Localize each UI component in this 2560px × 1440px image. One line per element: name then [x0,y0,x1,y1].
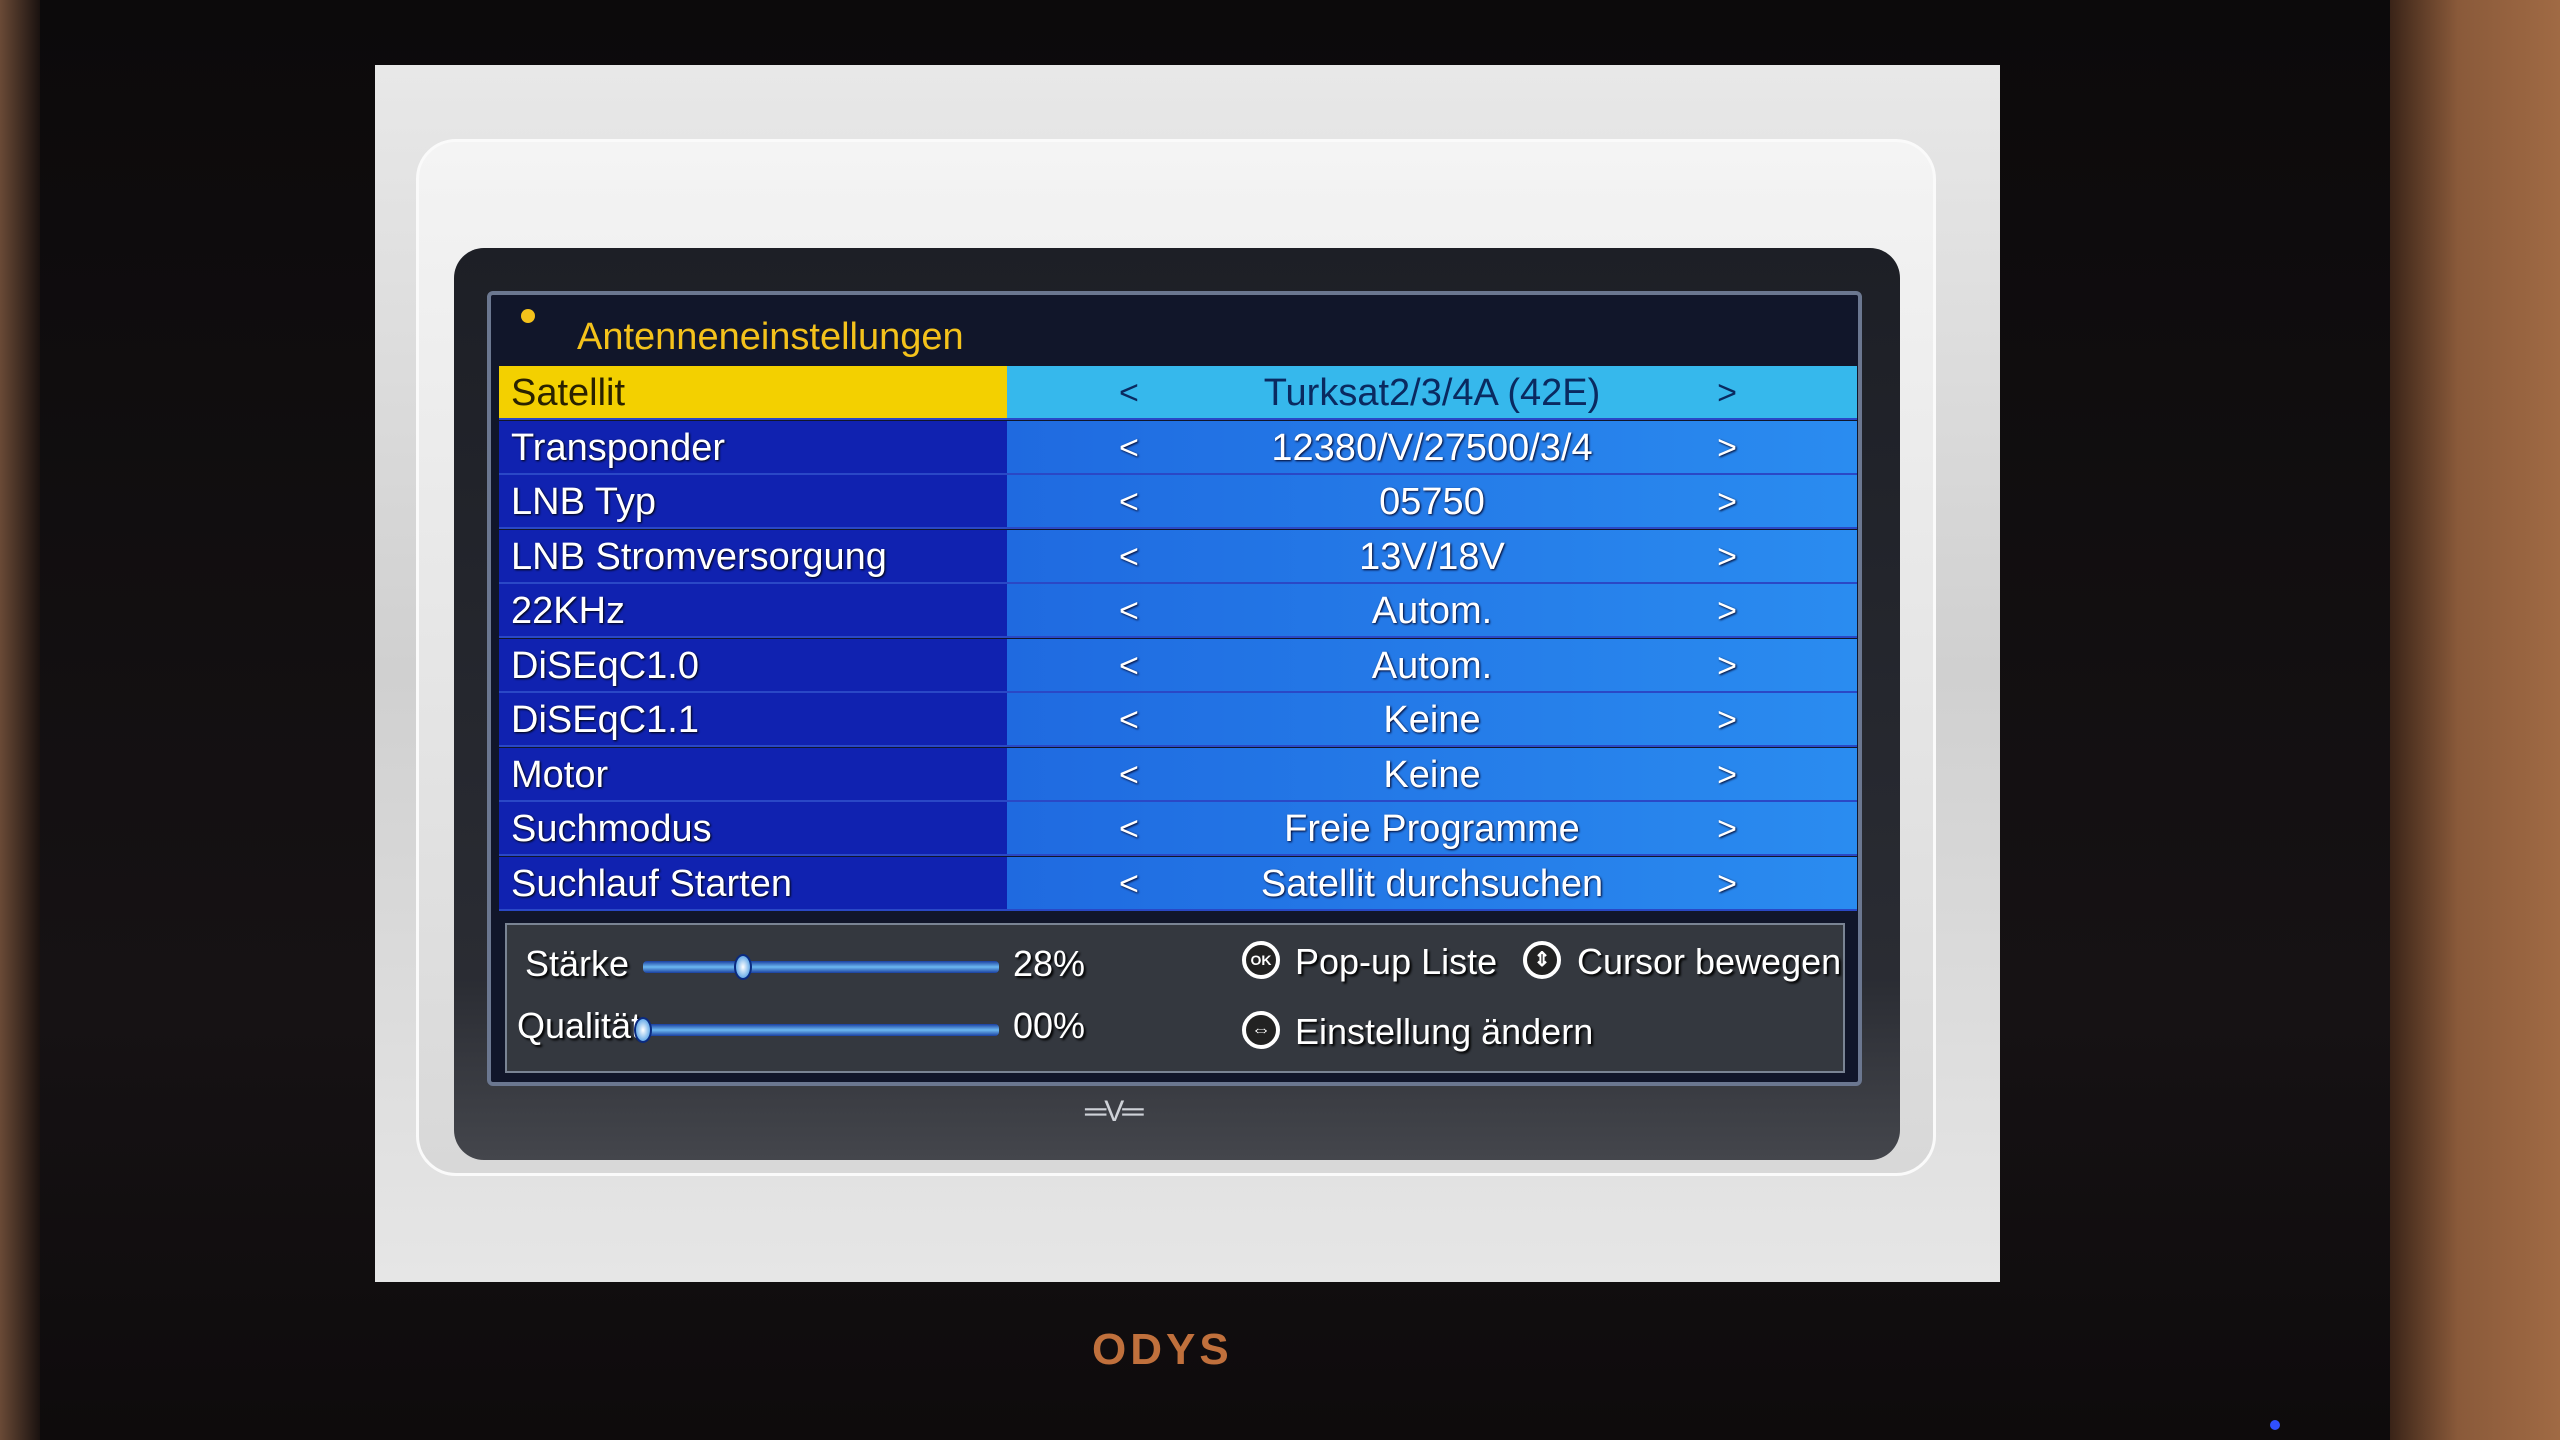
ok-button-icon: OK [1242,941,1280,979]
arrow-left-icon[interactable]: < [1119,646,1139,685]
arrow-left-icon[interactable]: < [1119,374,1139,412]
arrow-left-icon[interactable]: < [1119,428,1139,467]
arrow-right-icon[interactable]: > [1717,374,1737,412]
help-change-setting: Einstellung ändern [1295,1011,1594,1052]
row-value-text: Satellit durchsuchen [1260,862,1604,905]
quality-knob [634,1017,652,1043]
up-down-arrows-icon: ⇕ [1523,941,1561,979]
arrow-left-icon[interactable]: < [1119,592,1139,630]
arrow-left-icon[interactable]: < [1119,864,1139,903]
strength-knob [733,954,752,980]
arrow-left-icon[interactable]: < [1119,701,1139,739]
menu-row-diseqc1-0[interactable]: DiSEqC1.0 < Autom. > [499,638,1857,693]
menu-row-suchlauf-starten[interactable]: Suchlauf Starten < Satellit durchsuchen … [499,856,1857,911]
arrow-right-icon[interactable]: > [1717,646,1737,685]
row-label: LNB Typ [499,475,1007,527]
row-value-text: Keine [1383,753,1481,796]
arrow-right-icon[interactable]: > [1717,428,1737,467]
row-value-text: Turksat2/3/4A (42E) [1263,372,1601,414]
row-value-text: 05750 [1379,481,1485,523]
quality-label: Qualität [517,1005,642,1046]
row-value[interactable]: < Freie Programme > [1007,802,1857,854]
receiver-emblem: ═V═ [1085,1095,1144,1128]
menu-row-lnb-typ[interactable]: LNB Typ < 05750 > [499,475,1857,529]
arrow-left-icon[interactable]: < [1119,537,1139,576]
row-value-text: 13V/18V [1359,535,1505,578]
row-value-text: Autom. [1371,644,1493,687]
row-label: DiSEqC1.1 [499,693,1007,745]
menu-row-diseqc1-1[interactable]: DiSEqC1.1 < Keine > [499,693,1857,747]
help-popup-list: Pop-up Liste [1295,941,1498,982]
power-led [2270,1420,2280,1430]
row-label: Satellit [499,366,1007,418]
menu-row-satellit[interactable]: Satellit < Turksat2/3/4A (42E) > [499,366,1857,420]
strength-value: 28% [1013,943,1086,984]
row-value[interactable]: < 05750 > [1007,475,1857,527]
row-value-text: Keine [1383,699,1481,741]
arrow-right-icon[interactable]: > [1717,701,1737,739]
menu-row-suchmodus[interactable]: Suchmodus < Freie Programme > [499,802,1857,856]
row-value[interactable]: < Turksat2/3/4A (42E) > [1007,366,1857,418]
arrow-left-icon[interactable]: < [1119,483,1139,521]
arrow-left-icon[interactable]: < [1119,755,1139,794]
row-value-text: Freie Programme [1284,808,1580,850]
wall [2390,0,2560,1440]
row-value[interactable]: < 12380/V/27500/3/4 > [1007,420,1857,473]
row-value[interactable]: < 13V/18V > [1007,529,1857,582]
strength-bar [643,961,999,973]
row-label: Motor [499,747,1007,800]
title-bullet-icon [521,309,535,323]
wall [0,0,40,1440]
signal-status-panel: Stärke 28% Qualität 00% OK Pop-up Liste … [505,923,1845,1073]
arrow-right-icon[interactable]: > [1717,537,1737,576]
quality-bar [643,1024,999,1036]
antenna-settings-menu: Antenneneinstellungen Satellit < Turksat… [487,291,1862,1086]
arrow-left-icon[interactable]: < [1119,810,1139,848]
quality-value: 00% [1013,1005,1086,1046]
arrow-right-icon[interactable]: > [1717,810,1737,848]
arrow-right-icon[interactable]: > [1717,755,1737,794]
row-label: 22KHz [499,584,1007,636]
menu-row-motor[interactable]: Motor < Keine > [499,747,1857,802]
arrow-right-icon[interactable]: > [1717,483,1737,521]
row-value-text: 12380/V/27500/3/4 [1271,426,1593,469]
tv-brand-logo: ODYS [1092,1325,1233,1374]
row-value-text: Autom. [1371,590,1493,632]
menu-title: Antenneneinstellungen [577,316,964,358]
menu-row-22khz[interactable]: 22KHz < Autom. > [499,584,1857,638]
row-value[interactable]: < Autom. > [1007,584,1857,636]
menu-row-lnb-stromversorgung[interactable]: LNB Stromversorgung < 13V/18V > [499,529,1857,584]
help-cursor-move: Cursor bewegen [1577,941,1842,982]
row-value[interactable]: < Keine > [1007,747,1857,800]
row-label: Suchmodus [499,802,1007,854]
row-label: Suchlauf Starten [499,856,1007,909]
row-value[interactable]: < Satellit durchsuchen > [1007,856,1857,909]
left-right-arrows-icon: ⇔ [1242,1011,1280,1049]
row-value[interactable]: < Keine > [1007,693,1857,745]
row-label: LNB Stromversorgung [499,529,1007,582]
menu-row-transponder[interactable]: Transponder < 12380/V/27500/3/4 > [499,420,1857,475]
row-label: Transponder [499,420,1007,473]
row-label: DiSEqC1.0 [499,638,1007,691]
row-value[interactable]: < Autom. > [1007,638,1857,691]
strength-label: Stärke [525,943,630,984]
arrow-right-icon[interactable]: > [1717,864,1737,903]
arrow-right-icon[interactable]: > [1717,592,1737,630]
